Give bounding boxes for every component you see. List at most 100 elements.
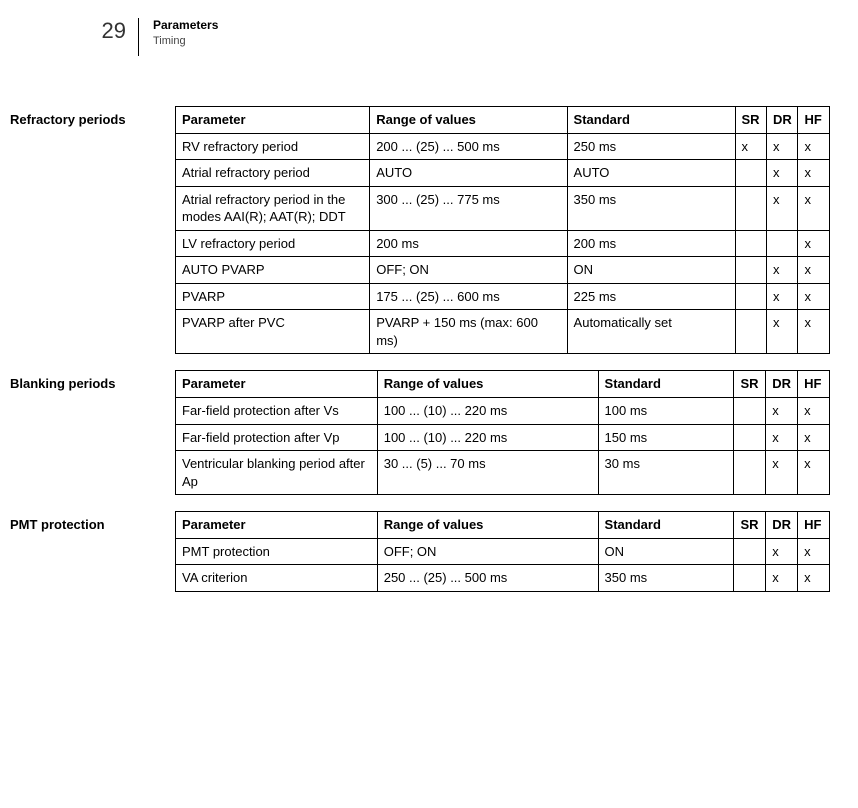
page-number: 29 <box>0 18 138 42</box>
section-table: ParameterRange of valuesStandardSRDRHFFa… <box>175 370 858 495</box>
table-header-cell: HF <box>798 371 830 398</box>
table-row: VA criterion250 ... (25) ... 500 ms350 m… <box>176 565 830 592</box>
table-cell: x <box>798 257 830 284</box>
table-cell <box>734 565 766 592</box>
table-cell: 350 ms <box>567 186 735 230</box>
table-cell: OFF; ON <box>377 538 598 565</box>
table-cell: PMT protection <box>176 538 378 565</box>
table-cell: 175 ... (25) ... 600 ms <box>370 283 567 310</box>
table-row: PVARP after PVCPVARP + 150 ms (max: 600 … <box>176 310 830 354</box>
header-title: Parameters <box>153 18 218 34</box>
header-subtitle: Timing <box>153 34 218 48</box>
table-cell <box>734 451 766 495</box>
table-header-cell: DR <box>766 371 798 398</box>
table-cell: x <box>766 424 798 451</box>
table-cell: Far-field protection after Vs <box>176 398 378 425</box>
table-cell: ON <box>598 538 734 565</box>
table-cell: x <box>766 310 797 354</box>
table-header-cell: Standard <box>567 107 735 134</box>
table-cell: 200 ... (25) ... 500 ms <box>370 133 567 160</box>
table-cell: 200 ms <box>567 230 735 257</box>
table-cell: 300 ... (25) ... 775 ms <box>370 186 567 230</box>
table-cell <box>766 230 797 257</box>
table-cell: 30 ... (5) ... 70 ms <box>377 451 598 495</box>
table-cell: 250 ms <box>567 133 735 160</box>
table-header-cell: Parameter <box>176 512 378 539</box>
table-header-cell: Standard <box>598 371 734 398</box>
table-cell: x <box>798 186 830 230</box>
table-cell: x <box>798 230 830 257</box>
table-header-row: ParameterRange of valuesStandardSRDRHF <box>176 512 830 539</box>
table-cell: 100 ... (10) ... 220 ms <box>377 424 598 451</box>
table-cell: x <box>798 451 830 495</box>
table-row: LV refractory period200 ms200 msx <box>176 230 830 257</box>
table-cell <box>734 398 766 425</box>
table-cell: x <box>798 424 830 451</box>
param-table: ParameterRange of valuesStandardSRDRHFPM… <box>175 511 830 592</box>
table-cell: AUTO PVARP <box>176 257 370 284</box>
table-cell: 150 ms <box>598 424 734 451</box>
table-header-cell: Range of values <box>377 512 598 539</box>
table-cell: x <box>798 310 830 354</box>
header-titles: Parameters Timing <box>139 18 218 48</box>
table-row: Atrial refractory period in the modes AA… <box>176 186 830 230</box>
table-cell: x <box>798 538 830 565</box>
table-cell: Atrial refractory period in the modes AA… <box>176 186 370 230</box>
table-cell: x <box>766 451 798 495</box>
table-cell: OFF; ON <box>370 257 567 284</box>
table-cell: AUTO <box>370 160 567 187</box>
table-row: RV refractory period200 ... (25) ... 500… <box>176 133 830 160</box>
table-header-cell: DR <box>766 512 798 539</box>
table-header-cell: SR <box>735 107 766 134</box>
table-cell: 100 ms <box>598 398 734 425</box>
table-header-cell: HF <box>798 512 830 539</box>
table-cell <box>735 160 766 187</box>
section-label: Refractory periods <box>0 106 175 128</box>
table-cell <box>735 230 766 257</box>
table-header-cell: Range of values <box>377 371 598 398</box>
table-cell <box>734 424 766 451</box>
table-cell: x <box>766 257 797 284</box>
table-cell: 250 ... (25) ... 500 ms <box>377 565 598 592</box>
section-table: ParameterRange of valuesStandardSRDRHFRV… <box>175 106 858 354</box>
table-header-cell: Parameter <box>176 371 378 398</box>
table-row: AUTO PVARPOFF; ONONxx <box>176 257 830 284</box>
table-cell: PVARP <box>176 283 370 310</box>
table-cell: 200 ms <box>370 230 567 257</box>
table-cell: AUTO <box>567 160 735 187</box>
table-cell: x <box>766 160 797 187</box>
section: Refractory periodsParameterRange of valu… <box>0 106 858 354</box>
table-header-row: ParameterRange of valuesStandardSRDRHF <box>176 107 830 134</box>
table-header-row: ParameterRange of valuesStandardSRDRHF <box>176 371 830 398</box>
table-cell: x <box>766 538 798 565</box>
table-cell: 225 ms <box>567 283 735 310</box>
section: PMT protectionParameterRange of valuesSt… <box>0 511 858 592</box>
table-row: Atrial refractory periodAUTOAUTOxx <box>176 160 830 187</box>
table-cell: Automatically set <box>567 310 735 354</box>
table-row: Far-field protection after Vp100 ... (10… <box>176 424 830 451</box>
page-header: 29 Parameters Timing <box>0 18 858 56</box>
table-header-cell: Range of values <box>370 107 567 134</box>
table-cell: x <box>798 398 830 425</box>
table-row: Ventricular blanking period after Ap30 .… <box>176 451 830 495</box>
table-cell <box>735 283 766 310</box>
section-label: PMT protection <box>0 511 175 533</box>
table-row: PVARP175 ... (25) ... 600 ms225 msxx <box>176 283 830 310</box>
table-cell: x <box>798 283 830 310</box>
table-cell: x <box>798 160 830 187</box>
table-header-cell: Parameter <box>176 107 370 134</box>
table-cell <box>735 186 766 230</box>
table-cell: x <box>735 133 766 160</box>
table-cell <box>734 538 766 565</box>
table-cell <box>735 310 766 354</box>
table-cell: x <box>766 186 797 230</box>
table-cell: PVARP + 150 ms (max: 600 ms) <box>370 310 567 354</box>
table-cell: PVARP after PVC <box>176 310 370 354</box>
section-label: Blanking periods <box>0 370 175 392</box>
table-header-cell: Standard <box>598 512 734 539</box>
table-header-cell: SR <box>734 512 766 539</box>
table-cell: 30 ms <box>598 451 734 495</box>
param-table: ParameterRange of valuesStandardSRDRHFRV… <box>175 106 830 354</box>
table-cell: 350 ms <box>598 565 734 592</box>
table-cell <box>735 257 766 284</box>
